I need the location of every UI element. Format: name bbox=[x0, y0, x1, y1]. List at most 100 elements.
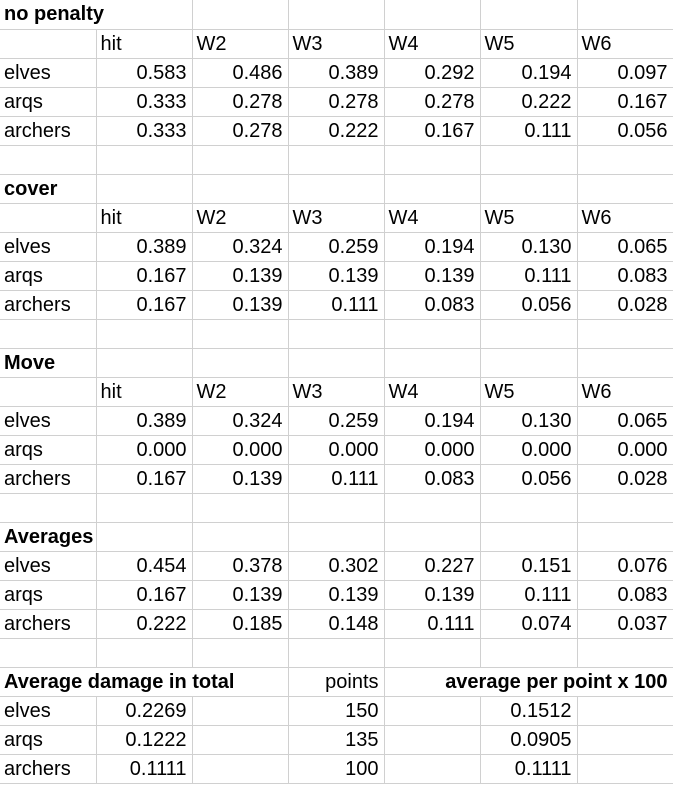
column-header[interactable]: W2 bbox=[192, 203, 289, 233]
value-cell[interactable]: 0.185 bbox=[192, 609, 289, 639]
empty-cell[interactable] bbox=[384, 754, 481, 784]
value-cell[interactable]: 0.222 bbox=[96, 609, 193, 639]
row-label[interactable]: arqs bbox=[0, 87, 97, 117]
value-cell[interactable]: 0.083 bbox=[384, 464, 481, 494]
value-cell[interactable]: 0.151 bbox=[480, 551, 578, 581]
value-cell[interactable]: 0.167 bbox=[96, 464, 193, 494]
column-header[interactable]: W5 bbox=[480, 203, 578, 233]
empty-cell[interactable] bbox=[384, 522, 481, 552]
empty-cell[interactable] bbox=[288, 522, 385, 552]
value-cell[interactable]: 0.333 bbox=[96, 116, 193, 146]
column-header[interactable]: W4 bbox=[384, 377, 481, 407]
empty-cell[interactable] bbox=[288, 493, 385, 523]
empty-cell[interactable] bbox=[480, 0, 578, 30]
value-cell[interactable]: 0.074 bbox=[480, 609, 578, 639]
empty-cell[interactable] bbox=[192, 174, 289, 204]
row-label[interactable]: arqs bbox=[0, 580, 97, 610]
row-label[interactable]: arqs bbox=[0, 435, 97, 465]
empty-cell[interactable] bbox=[480, 174, 578, 204]
value-cell[interactable]: 0.056 bbox=[480, 464, 578, 494]
empty-cell[interactable] bbox=[0, 203, 97, 233]
total-cell[interactable]: 0.1222 bbox=[96, 725, 193, 755]
value-cell[interactable]: 0.278 bbox=[384, 87, 481, 117]
column-header[interactable]: W3 bbox=[288, 377, 385, 407]
value-cell[interactable]: 0.278 bbox=[192, 87, 289, 117]
column-header[interactable]: W5 bbox=[480, 29, 578, 59]
empty-cell[interactable] bbox=[384, 145, 481, 175]
column-header[interactable]: W6 bbox=[577, 29, 673, 59]
value-cell[interactable]: 0.583 bbox=[96, 58, 193, 88]
row-label[interactable]: archers bbox=[0, 609, 97, 639]
value-cell[interactable]: 0.083 bbox=[384, 290, 481, 320]
empty-cell[interactable] bbox=[480, 522, 578, 552]
value-cell[interactable]: 0.167 bbox=[96, 290, 193, 320]
empty-cell[interactable] bbox=[480, 348, 578, 378]
empty-cell[interactable] bbox=[192, 696, 289, 726]
value-cell[interactable]: 0.454 bbox=[96, 551, 193, 581]
value-cell[interactable]: 0.111 bbox=[288, 464, 385, 494]
value-cell[interactable]: 0.111 bbox=[480, 116, 578, 146]
row-label[interactable]: archers bbox=[0, 290, 97, 320]
empty-cell[interactable] bbox=[0, 493, 97, 523]
points-header[interactable]: points bbox=[288, 667, 385, 697]
column-header[interactable]: W2 bbox=[192, 29, 289, 59]
empty-cell[interactable] bbox=[0, 319, 97, 349]
column-header[interactable]: W2 bbox=[192, 377, 289, 407]
value-cell[interactable]: 0.111 bbox=[288, 290, 385, 320]
empty-cell[interactable] bbox=[192, 493, 289, 523]
value-cell[interactable]: 0.000 bbox=[480, 435, 578, 465]
empty-cell[interactable] bbox=[0, 145, 97, 175]
value-cell[interactable]: 0.167 bbox=[577, 87, 673, 117]
empty-cell[interactable] bbox=[192, 638, 289, 668]
empty-cell[interactable] bbox=[96, 348, 193, 378]
points-cell[interactable]: 100 bbox=[288, 754, 385, 784]
empty-cell[interactable] bbox=[288, 638, 385, 668]
empty-cell[interactable] bbox=[288, 174, 385, 204]
empty-cell[interactable] bbox=[288, 348, 385, 378]
empty-cell[interactable] bbox=[192, 725, 289, 755]
empty-cell[interactable] bbox=[577, 174, 673, 204]
row-label[interactable]: arqs bbox=[0, 261, 97, 291]
column-header[interactable]: W5 bbox=[480, 377, 578, 407]
empty-cell[interactable] bbox=[192, 145, 289, 175]
value-cell[interactable]: 0.028 bbox=[577, 464, 673, 494]
value-cell[interactable]: 0.028 bbox=[577, 290, 673, 320]
column-header[interactable]: W6 bbox=[577, 377, 673, 407]
empty-cell[interactable] bbox=[288, 0, 385, 30]
empty-cell[interactable] bbox=[577, 696, 673, 726]
empty-cell[interactable] bbox=[480, 638, 578, 668]
column-header[interactable]: W6 bbox=[577, 203, 673, 233]
empty-cell[interactable] bbox=[96, 319, 193, 349]
column-header[interactable]: W3 bbox=[288, 203, 385, 233]
section-title-move[interactable]: Move bbox=[0, 348, 97, 378]
value-cell[interactable]: 0.139 bbox=[192, 261, 289, 291]
row-label[interactable]: elves bbox=[0, 58, 97, 88]
value-cell[interactable]: 0.389 bbox=[96, 232, 193, 262]
value-cell[interactable]: 0.130 bbox=[480, 406, 578, 436]
empty-cell[interactable] bbox=[577, 522, 673, 552]
value-cell[interactable]: 0.000 bbox=[96, 435, 193, 465]
empty-cell[interactable] bbox=[192, 754, 289, 784]
value-cell[interactable]: 0.065 bbox=[577, 406, 673, 436]
empty-cell[interactable] bbox=[288, 145, 385, 175]
column-header[interactable]: W3 bbox=[288, 29, 385, 59]
empty-cell[interactable] bbox=[192, 348, 289, 378]
row-label[interactable]: archers bbox=[0, 116, 97, 146]
avg-per-point-header[interactable]: average per point x 100 bbox=[384, 667, 673, 697]
value-cell[interactable]: 0.139 bbox=[384, 261, 481, 291]
empty-cell[interactable] bbox=[96, 145, 193, 175]
value-cell[interactable]: 0.389 bbox=[288, 58, 385, 88]
column-header[interactable]: hit bbox=[96, 203, 193, 233]
value-cell[interactable]: 0.139 bbox=[288, 261, 385, 291]
value-cell[interactable]: 0.139 bbox=[192, 464, 289, 494]
value-cell[interactable]: 0.083 bbox=[577, 261, 673, 291]
empty-cell[interactable] bbox=[384, 174, 481, 204]
avg-cell[interactable]: 0.0905 bbox=[480, 725, 578, 755]
empty-cell[interactable] bbox=[0, 29, 97, 59]
value-cell[interactable]: 0.148 bbox=[288, 609, 385, 639]
value-cell[interactable]: 0.111 bbox=[480, 261, 578, 291]
total-cell[interactable]: 0.2269 bbox=[96, 696, 193, 726]
empty-cell[interactable] bbox=[577, 0, 673, 30]
value-cell[interactable]: 0.000 bbox=[288, 435, 385, 465]
empty-cell[interactable] bbox=[192, 522, 289, 552]
